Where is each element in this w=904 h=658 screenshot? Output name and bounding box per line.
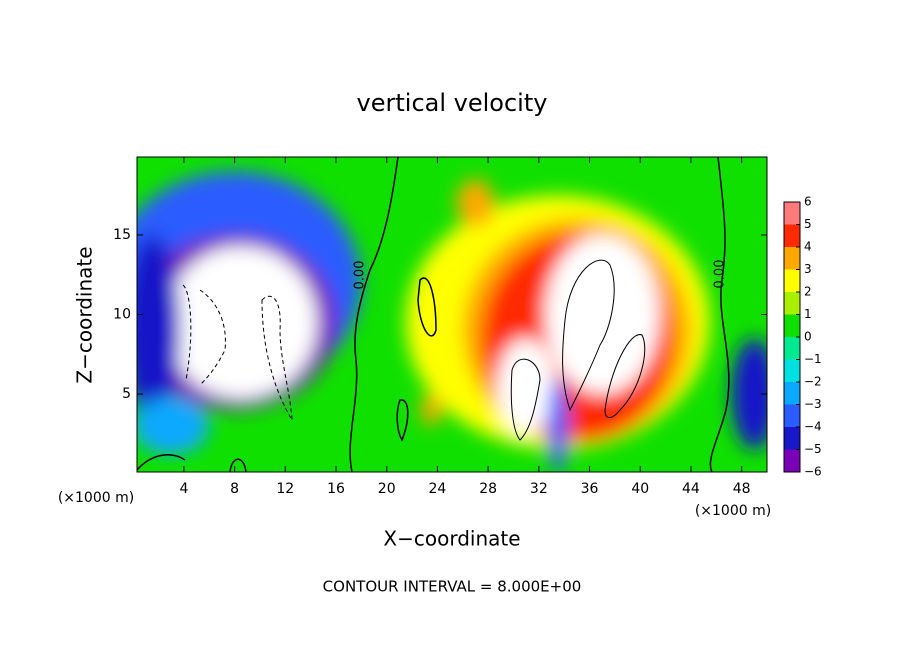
- colorbar-band: [784, 337, 800, 360]
- field-region: [456, 179, 495, 227]
- colorbar-band: [784, 224, 800, 247]
- contour-line: [604, 334, 646, 418]
- colorbar-label: 0: [804, 330, 812, 344]
- y-axis-title: Z−coordinate: [73, 246, 97, 383]
- field-region: [137, 397, 210, 455]
- x-tick-label: 4: [179, 481, 188, 497]
- colorbar-label: 5: [804, 217, 812, 231]
- colorbar-band: [784, 359, 800, 382]
- y-tick-label: 10: [113, 307, 131, 323]
- footer-note: CONTOUR INTERVAL = 8.000E+00: [323, 578, 582, 596]
- field-region: [137, 234, 181, 426]
- contour-label: 0.00: [713, 260, 728, 289]
- contour-line: [562, 259, 615, 412]
- colorbar-label: −6: [804, 465, 822, 479]
- x-unit: (×1000 m): [58, 490, 134, 506]
- field-region: [731, 338, 767, 450]
- field: [137, 157, 767, 472]
- contour-line: [417, 277, 437, 337]
- colorbar-band: [784, 314, 800, 337]
- contour-line: [709, 157, 730, 472]
- x-tick-label: 36: [581, 481, 599, 497]
- field-region: [420, 394, 442, 426]
- y-tick-label: 15: [113, 227, 131, 243]
- field-region: [496, 338, 556, 434]
- colorbar-band: [784, 382, 800, 405]
- colorbar-band: [784, 247, 800, 270]
- x-tick-label: 44: [682, 481, 700, 497]
- colorbar-label: −1: [804, 352, 822, 366]
- chart-title: vertical velocity: [357, 89, 548, 117]
- colorbar-band: [784, 427, 800, 450]
- x-tick-label: 48: [733, 481, 751, 497]
- field-blobs: [137, 171, 767, 472]
- field-region: [547, 378, 568, 472]
- colorbar-label: −3: [804, 397, 822, 411]
- colorbar-label: 6: [804, 195, 812, 209]
- colorbar-band: [784, 292, 800, 315]
- colorbar-band: [784, 404, 800, 427]
- contours: [137, 157, 730, 472]
- colorbar-label: 3: [804, 262, 812, 276]
- colorbar-label: 1: [804, 307, 812, 321]
- contour-line: [182, 284, 293, 421]
- field-region: [545, 234, 660, 395]
- contour-label: 0.00: [353, 261, 368, 290]
- y-tick-label: 5: [122, 386, 131, 402]
- x-tick-label: 32: [530, 481, 548, 497]
- x-axis-title: X−coordinate: [383, 527, 520, 551]
- x-tick-label: 28: [479, 481, 497, 497]
- colorbar-label: −5: [804, 442, 822, 456]
- x-tick-label: 8: [230, 481, 239, 497]
- contour-line: [137, 454, 247, 472]
- colorbar-band: [784, 269, 800, 292]
- x-tick-label: 24: [429, 481, 447, 497]
- contour-line: [510, 358, 541, 441]
- colorbar-band: [784, 202, 800, 225]
- contour-line: [349, 157, 399, 472]
- x-unit: (×1000 m): [695, 503, 771, 519]
- contour-line: [396, 399, 409, 442]
- colorbar-band: [784, 449, 800, 472]
- colorbar-label: 4: [804, 240, 812, 254]
- x-tick-label: 40: [631, 481, 649, 497]
- x-tick-label: 16: [327, 481, 345, 497]
- colorbar-label: 2: [804, 285, 812, 299]
- colorbar-label: −2: [804, 375, 822, 389]
- x-tick-label: 12: [276, 481, 294, 497]
- colorbar-label: −4: [804, 420, 822, 434]
- x-tick-label: 20: [378, 481, 396, 497]
- field-region: [164, 246, 317, 399]
